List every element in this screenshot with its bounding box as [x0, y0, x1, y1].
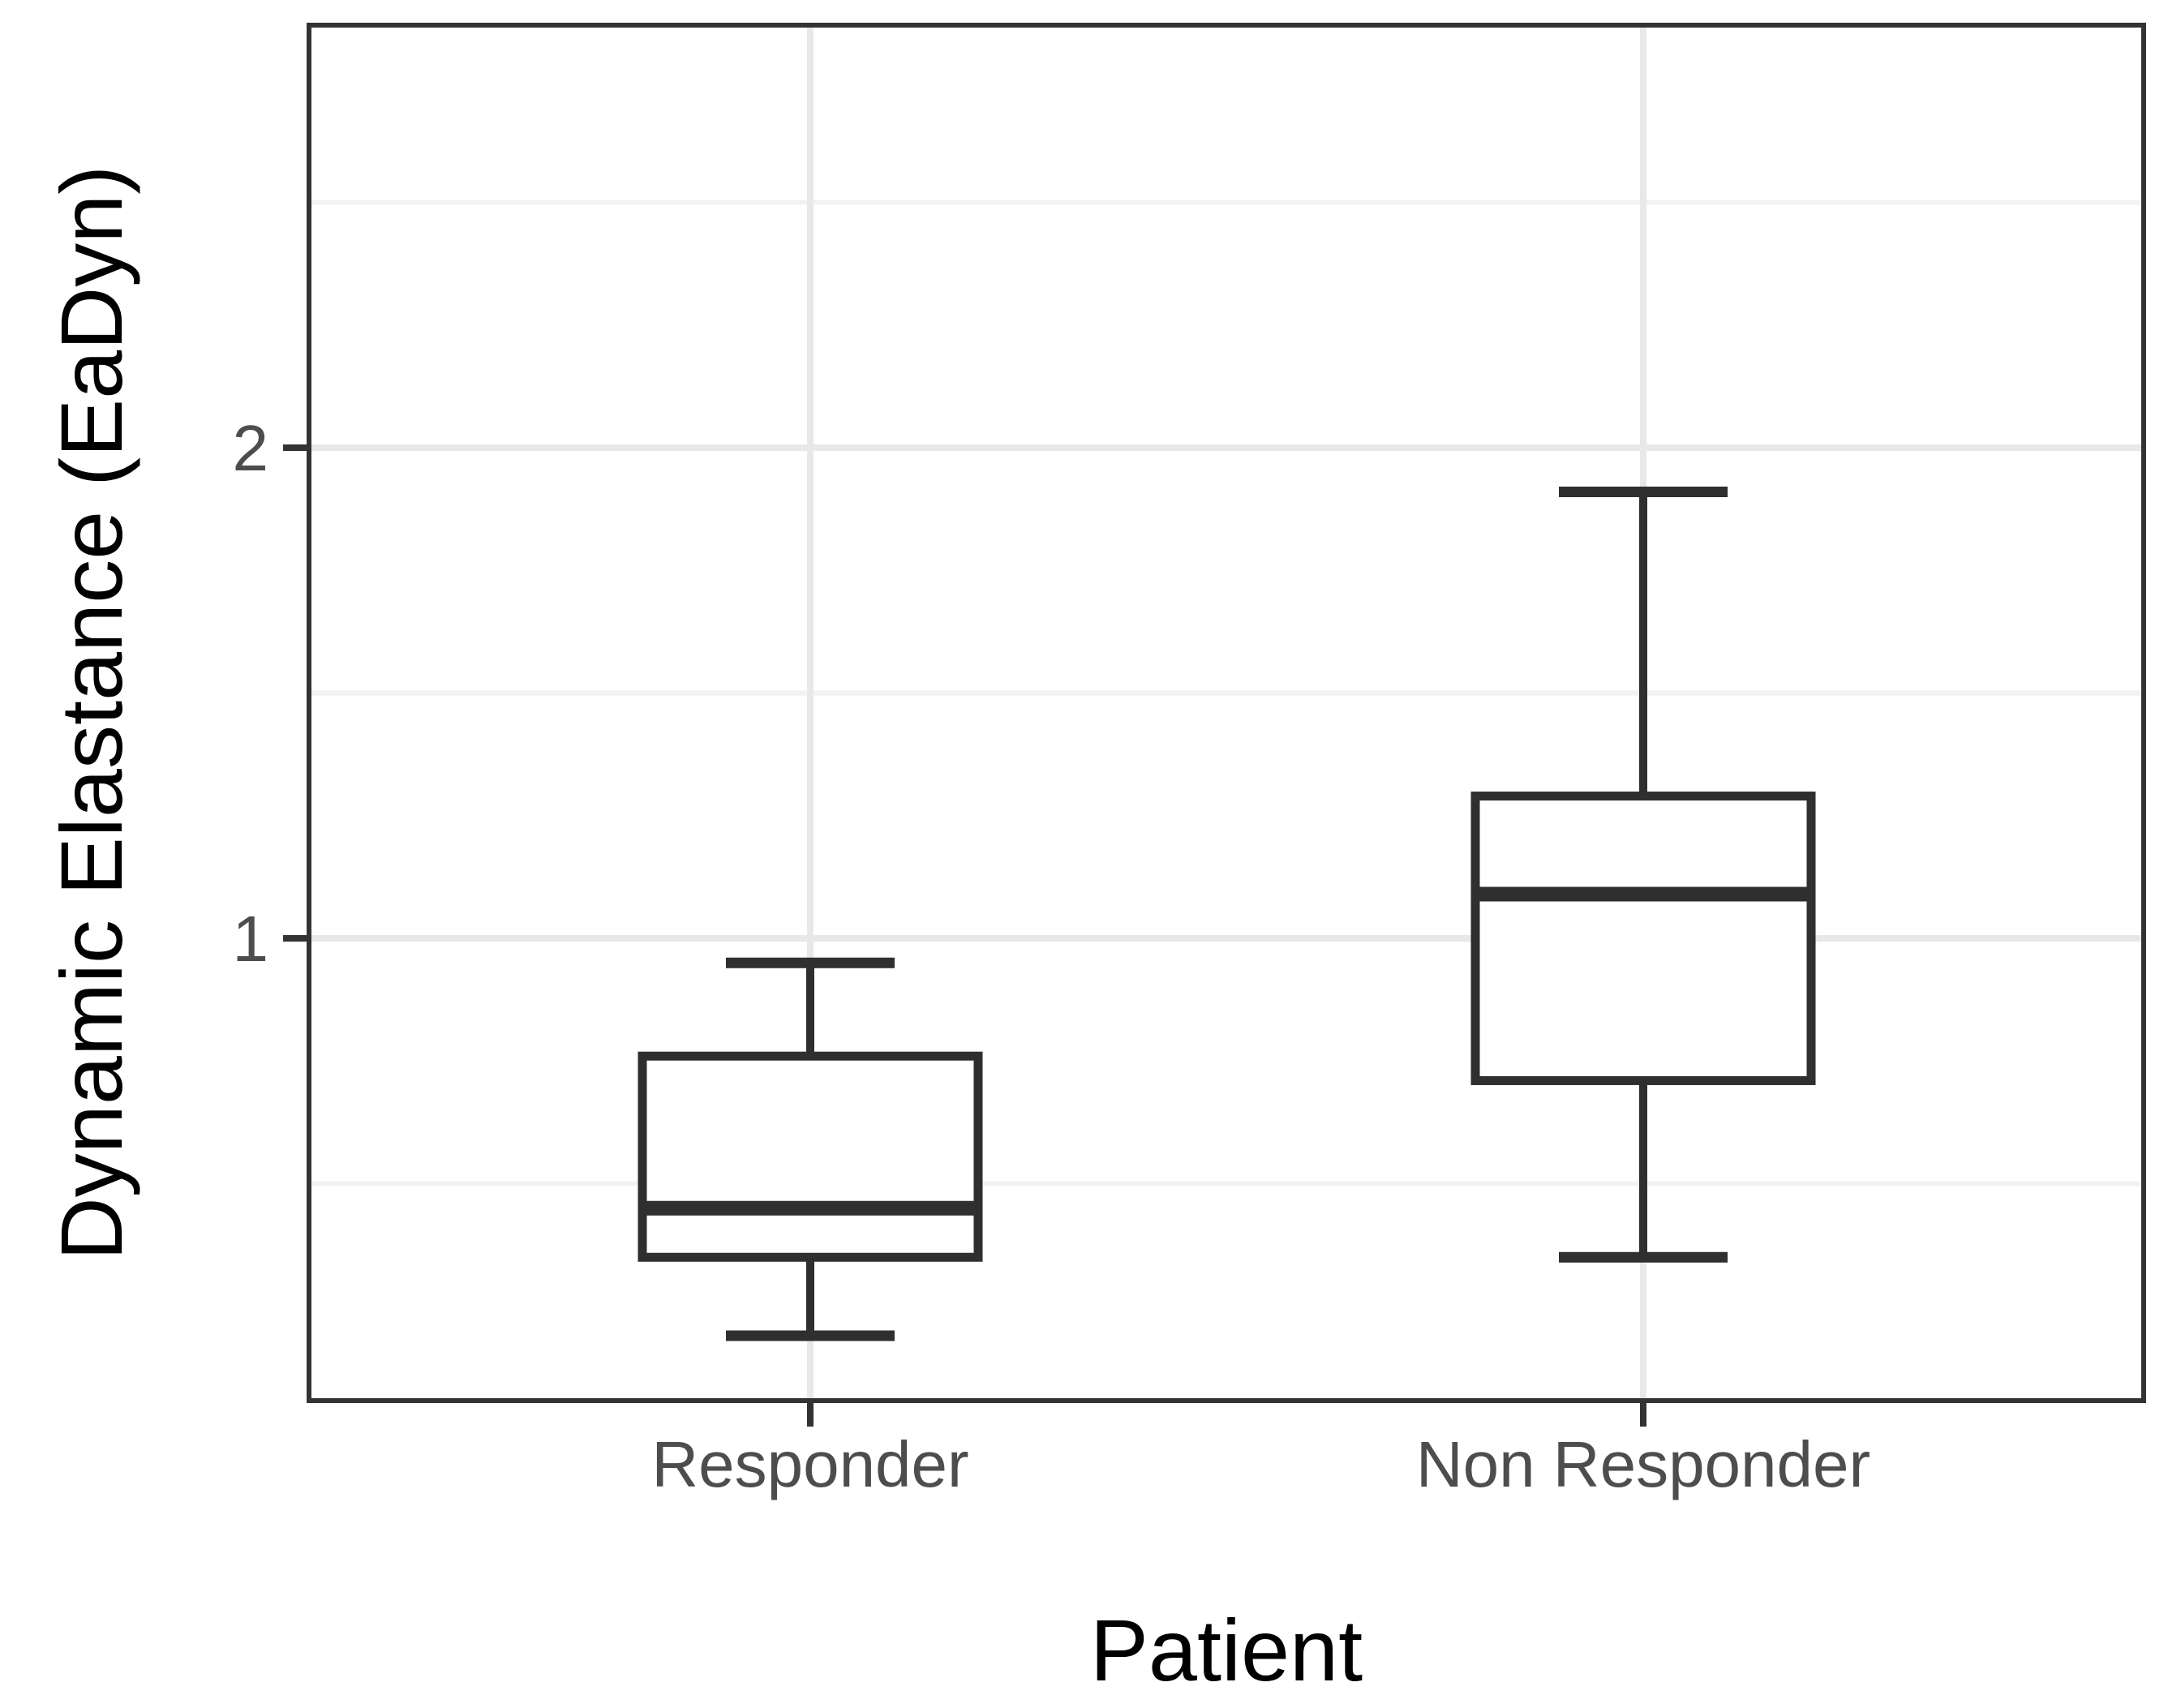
- panel-background-layer: [309, 25, 2144, 1401]
- axis-tick-layer: [283, 444, 1646, 1427]
- iqr-box-responder: [638, 1051, 983, 1262]
- panel-border: [307, 23, 2146, 1403]
- panel-background: [309, 25, 2144, 1401]
- y-tick-label-2: 2: [233, 412, 269, 484]
- y-axis-title: Dynamic Elastance (EaDyn): [42, 165, 140, 1260]
- panel-frame-layer: [307, 23, 2146, 1403]
- x-axis-title: Patient: [1090, 1601, 1363, 1699]
- gridline-layer: [309, 25, 2144, 1401]
- x-tick-label-responder: Responder: [651, 1428, 968, 1500]
- iqr-box-non-responder: [1470, 792, 1816, 1085]
- x-tick-label-non-responder: Non Responder: [1416, 1428, 1870, 1500]
- boxplot-layer: [638, 486, 1816, 1341]
- y-tick-label-1: 1: [233, 903, 269, 975]
